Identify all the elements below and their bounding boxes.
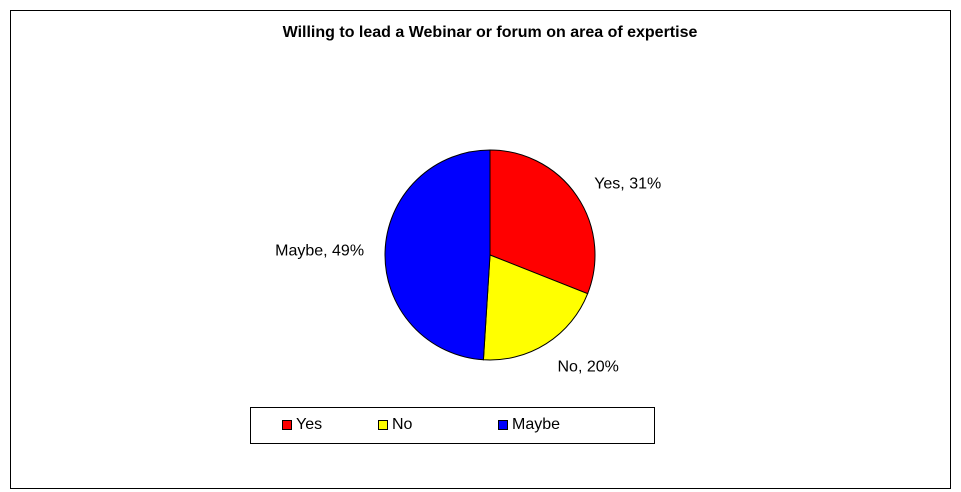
data-label: Yes, 31%	[594, 175, 661, 192]
legend-label: Maybe	[512, 416, 560, 433]
legend-swatch	[282, 420, 292, 430]
legend-swatch	[378, 420, 388, 430]
data-label: Maybe, 49%	[275, 242, 364, 259]
legend-label: Yes	[296, 416, 322, 433]
legend-label: No	[392, 416, 413, 433]
data-label: No, 20%	[558, 359, 619, 376]
pie-slice	[489, 149, 596, 295]
pie-slice	[384, 149, 491, 361]
legend-swatch	[498, 420, 508, 430]
legend-box	[250, 407, 655, 444]
chart-title: Willing to lead a Webinar or forum on ar…	[283, 24, 698, 41]
pie-slice	[482, 254, 589, 361]
